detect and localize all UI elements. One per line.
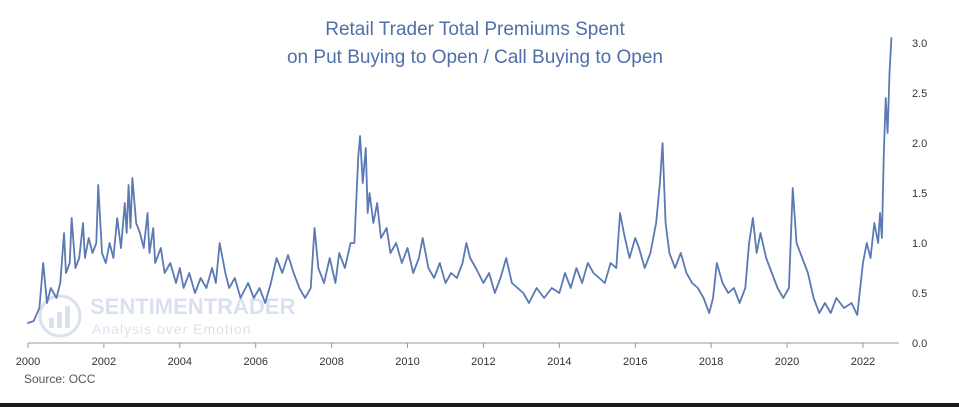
y-tick-label: 0.5 [912,288,927,300]
x-tick-label: 2002 [92,356,116,368]
source-label: Source: OCC [24,372,96,386]
x-tick-label: 2006 [243,356,267,368]
watermark-tagline: Analysis over Emotion [92,321,252,337]
watermark: SENTIMENTRADER Analysis over Emotion [38,292,295,342]
watermark-brand: SENTIMENTRADER [90,294,296,319]
x-tick-label: 2022 [851,356,875,368]
bottom-border [0,403,959,407]
y-tick-label: 3.0 [912,38,927,50]
x-tick-label: 2010 [395,356,419,368]
y-tick-label: 2.5 [912,88,927,100]
y-tick-label: 2.0 [912,138,927,150]
y-tick-label: 1.5 [912,188,927,200]
x-tick-label: 2018 [699,356,723,368]
x-tick-label: 2012 [471,356,495,368]
chart-title: Retail Trader Total Premiums Spent [325,19,625,40]
x-tick-label: 2000 [16,356,40,368]
x-tick-label: 2016 [623,356,647,368]
y-tick-label: 0.0 [912,338,927,350]
y-tick-label: 1.0 [912,238,927,250]
x-tick-label: 2014 [547,356,571,368]
x-tick-label: 2008 [319,356,343,368]
sentimentrader-logo-icon [38,294,82,338]
x-tick-label: 2020 [775,356,799,368]
series-line [27,37,893,324]
x-tick-label: 2004 [168,356,192,368]
chart-subtitle: on Put Buying to Open / Call Buying to O… [286,47,663,68]
